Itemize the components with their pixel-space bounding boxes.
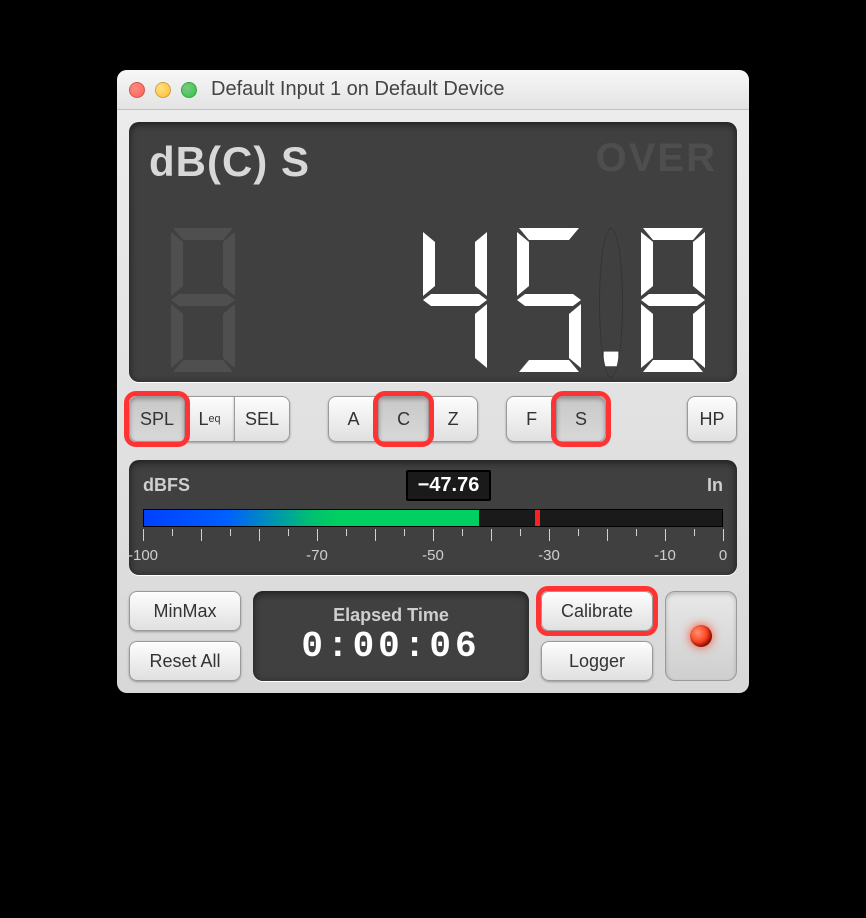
- meter-fill: [144, 510, 479, 526]
- elapsed-time: 0:00:06: [301, 626, 480, 667]
- window-title: Default Input 1 on Default Device: [211, 78, 505, 101]
- titlebar[interactable]: Default Input 1 on Default Device: [117, 70, 749, 110]
- close-icon[interactable]: [129, 82, 145, 98]
- meter-tick-label: -50: [422, 547, 444, 564]
- weight-button-a[interactable]: A: [328, 396, 378, 442]
- over-indicator: OVER: [596, 136, 717, 181]
- meter-tick-label: -30: [538, 547, 560, 564]
- speed-button-s[interactable]: S: [556, 396, 606, 442]
- logger-button[interactable]: Logger: [541, 641, 653, 681]
- elapsed-panel: Elapsed Time 0:00:06: [253, 591, 529, 681]
- meter-left-label: dBFS: [143, 475, 190, 496]
- meter-tick-label: -10: [654, 547, 676, 564]
- display-ghost-digits: [159, 228, 247, 378]
- meter-tick-label: -100: [128, 547, 158, 564]
- speed-group: FS: [506, 396, 606, 442]
- record-well[interactable]: [665, 591, 737, 681]
- minimize-icon[interactable]: [155, 82, 171, 98]
- zoom-icon[interactable]: [181, 82, 197, 98]
- weight-group: ACZ: [328, 396, 478, 442]
- mode-button-leq[interactable]: Leq: [184, 396, 234, 442]
- mode-button-row: SPLLeqSEL ACZ FS HP: [129, 396, 737, 442]
- minmax-button[interactable]: MinMax: [129, 591, 241, 631]
- display-value: [411, 228, 717, 378]
- reset-all-button[interactable]: Reset All: [129, 641, 241, 681]
- weight-button-c[interactable]: C: [378, 396, 428, 442]
- bottom-row: MinMax Reset All Elapsed Time 0:00:06 Ca…: [129, 591, 737, 681]
- meter-peak: [535, 510, 540, 526]
- meter-panel: dBFS −47.76 In -100-70-50-30-100: [129, 460, 737, 575]
- meter-bar: [143, 509, 723, 527]
- hp-button[interactable]: HP: [687, 396, 737, 442]
- meter-ticks: [143, 529, 723, 547]
- content-area: dB(C) S OVER SPLLeqSEL ACZ FS HP dBFS −4…: [117, 110, 749, 693]
- weight-button-z[interactable]: Z: [428, 396, 478, 442]
- spl-display: dB(C) S OVER: [129, 122, 737, 382]
- meter-value: −47.76: [406, 470, 492, 501]
- mode-button-sel[interactable]: SEL: [234, 396, 290, 442]
- meter-tick-label: 0: [719, 547, 727, 564]
- calibrate-button[interactable]: Calibrate: [541, 591, 653, 631]
- speed-button-f[interactable]: F: [506, 396, 556, 442]
- traffic-lights: [129, 82, 197, 98]
- meter-tick-label: -70: [306, 547, 328, 564]
- meter-right-label: In: [707, 475, 723, 496]
- mode-group: SPLLeqSEL: [129, 396, 290, 442]
- record-led-icon: [690, 625, 712, 647]
- meter-labels: -100-70-50-30-100: [143, 547, 723, 567]
- app-window: Default Input 1 on Default Device dB(C) …: [117, 70, 749, 693]
- mode-button-spl[interactable]: SPL: [129, 396, 184, 442]
- elapsed-label: Elapsed Time: [333, 605, 449, 626]
